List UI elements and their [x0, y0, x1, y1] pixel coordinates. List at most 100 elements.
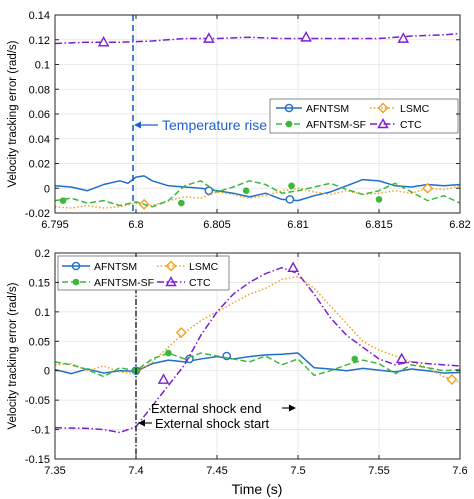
- data-point-afntsm-sf: [351, 355, 359, 363]
- data-point-afntsm-sf: [375, 196, 383, 203]
- data-point-ctc: [300, 31, 312, 42]
- y-tick-label: 0.1: [35, 307, 50, 319]
- legend-label: LSMC: [400, 103, 430, 115]
- arrow-right-icon: [289, 404, 296, 412]
- diamond-marker-icon: [377, 102, 389, 114]
- data-point-afntsm-sf: [242, 187, 250, 195]
- series-line-afntsm: [55, 175, 460, 202]
- y-tick-label: 0.1: [35, 60, 50, 72]
- y-tick-label: 0.15: [29, 277, 50, 289]
- series-line-afntsm-sf: [55, 352, 460, 378]
- annotations: Temperature rise: [132, 15, 267, 213]
- y-tick-label: -0.15: [25, 454, 50, 466]
- legend-item-afntsm: AFNTSM: [62, 261, 137, 273]
- y-tick-label: 0.12: [29, 35, 50, 47]
- x-tick-label: 6.805: [203, 219, 231, 231]
- y-tick-label: 0.02: [29, 159, 50, 171]
- legend-item-lsmc: LSMC: [157, 260, 219, 273]
- legend-item-afntsm-sf: AFNTSM-SF: [62, 277, 154, 289]
- x-tick-label: 7.4: [128, 465, 143, 477]
- external-shock-end-label: External shock end: [151, 401, 262, 416]
- legend-box: [57, 255, 230, 291]
- series-line-lsmc: [55, 275, 460, 384]
- series-line-lsmc: [55, 185, 460, 209]
- x-tick-label: 6.795: [41, 219, 69, 231]
- legend-label: AFNTSM: [306, 103, 349, 115]
- y-tick-label: 0.06: [29, 109, 50, 121]
- temperature-rise-label: Temperature rise: [162, 117, 267, 133]
- y-tick-label: 0.2: [35, 248, 50, 260]
- legend: AFNTSM LSMC AFNTSM-SF CTC: [269, 98, 459, 134]
- data-point-ctc: [395, 352, 408, 364]
- data-point-ctc: [157, 373, 170, 384]
- temperature-rise-arrowhead: [134, 121, 141, 129]
- circle-marker-icon: [284, 103, 294, 113]
- legend-label: AFNTSM: [94, 261, 137, 273]
- x-tick-label: 6.815: [365, 219, 393, 231]
- y-tick-label: -0.02: [25, 208, 50, 220]
- legend-item-ctc: CTC: [157, 276, 211, 289]
- legend-label: CTC: [400, 119, 422, 131]
- data-point-ctc: [397, 32, 410, 43]
- y-tick-label: 0.05: [29, 336, 50, 348]
- triangle-marker-icon: [165, 276, 177, 287]
- x-tick-label: 7.55: [368, 465, 389, 477]
- y-tick-label: 0.14: [29, 10, 50, 22]
- annotations: External shock end External shock start: [135, 253, 296, 459]
- axes: 7.35 7.4 7.45 7.5 7.55 7.6 -0.15 -0.1 -0.05 0 0.05…: [25, 248, 468, 477]
- legend: AFNTSM LSMC AFNTSM-SF CTC: [57, 255, 230, 291]
- legend-label: AFNTSM-SF: [306, 119, 366, 131]
- data-point-lsmc: [446, 374, 458, 386]
- y-tick-label: -0.1: [31, 425, 50, 437]
- dot-marker-icon: [285, 120, 293, 128]
- x-axis-label: Time (s): [232, 481, 283, 497]
- y-axis-label: Velocity tracking error (rad/s): [7, 40, 19, 187]
- legend-item-ctc: CTC: [370, 118, 422, 131]
- plot-frame: [54, 252, 461, 460]
- data-point-afntsm-sf: [59, 197, 67, 204]
- triangle-marker-icon: [377, 118, 389, 129]
- y-tick-label: 0.04: [29, 134, 50, 146]
- data-point-lsmc: [422, 182, 434, 194]
- data-point-ctc: [287, 261, 299, 273]
- series-line-afntsm-sf: [55, 180, 460, 208]
- y-tick-label: 0: [44, 366, 50, 378]
- series-line-afntsm: [55, 352, 460, 375]
- legend-box: [269, 98, 459, 134]
- data-point-ctc: [203, 32, 215, 43]
- x-tick-label: 7.45: [206, 465, 227, 477]
- x-tick-label: 7.35: [44, 465, 65, 477]
- dot-marker-icon: [72, 278, 80, 286]
- data-point-afntsm: [204, 186, 214, 196]
- axes: 6.795 6.8 6.805 6.81 6.815 6.82 -0.02 0 0.02 0.04…: [25, 10, 471, 231]
- data-point-lsmc: [175, 326, 187, 338]
- diamond-marker-icon: [165, 260, 177, 272]
- legend-item-afntsm-sf: AFNTSM-SF: [276, 119, 366, 131]
- data-point-afntsm-sf: [288, 182, 295, 190]
- x-tick-label: 7.5: [290, 465, 305, 477]
- y-tick-label: 0.08: [29, 84, 50, 96]
- external-shock-start-label: External shock start: [155, 416, 270, 431]
- y-axis-label: Velocity tracking error (rad/s): [7, 282, 19, 429]
- series-line-ctc: [55, 32, 460, 45]
- x-tick-label: 6.81: [287, 219, 308, 231]
- legend-item-lsmc: LSMC: [370, 102, 430, 115]
- x-tick-label: 6.8: [128, 219, 143, 231]
- legend-label: CTC: [189, 277, 211, 289]
- legend-item-afntsm: AFNTSM: [276, 103, 349, 115]
- series-group: [55, 31, 460, 210]
- x-tick-label: 7.6: [452, 465, 467, 477]
- data-point-ctc: [97, 35, 110, 47]
- arrow-left-icon: [138, 419, 145, 427]
- x-tick-label: 6.82: [449, 219, 470, 231]
- circle-marker-icon: [71, 261, 81, 271]
- legend-label: LSMC: [189, 261, 219, 273]
- y-tick-label: -0.05: [25, 395, 50, 407]
- data-point-afntsm-sf: [178, 199, 185, 207]
- y-tick-label: 0: [44, 183, 50, 195]
- bottom-chart: External shock end External shock start …: [7, 248, 468, 497]
- top-chart: Temperature rise AFNTSM LSMC AFNTSM-SF: [7, 10, 471, 231]
- data-point-afntsm-sf: [165, 349, 172, 357]
- legend-label: AFNTSM-SF: [94, 277, 154, 289]
